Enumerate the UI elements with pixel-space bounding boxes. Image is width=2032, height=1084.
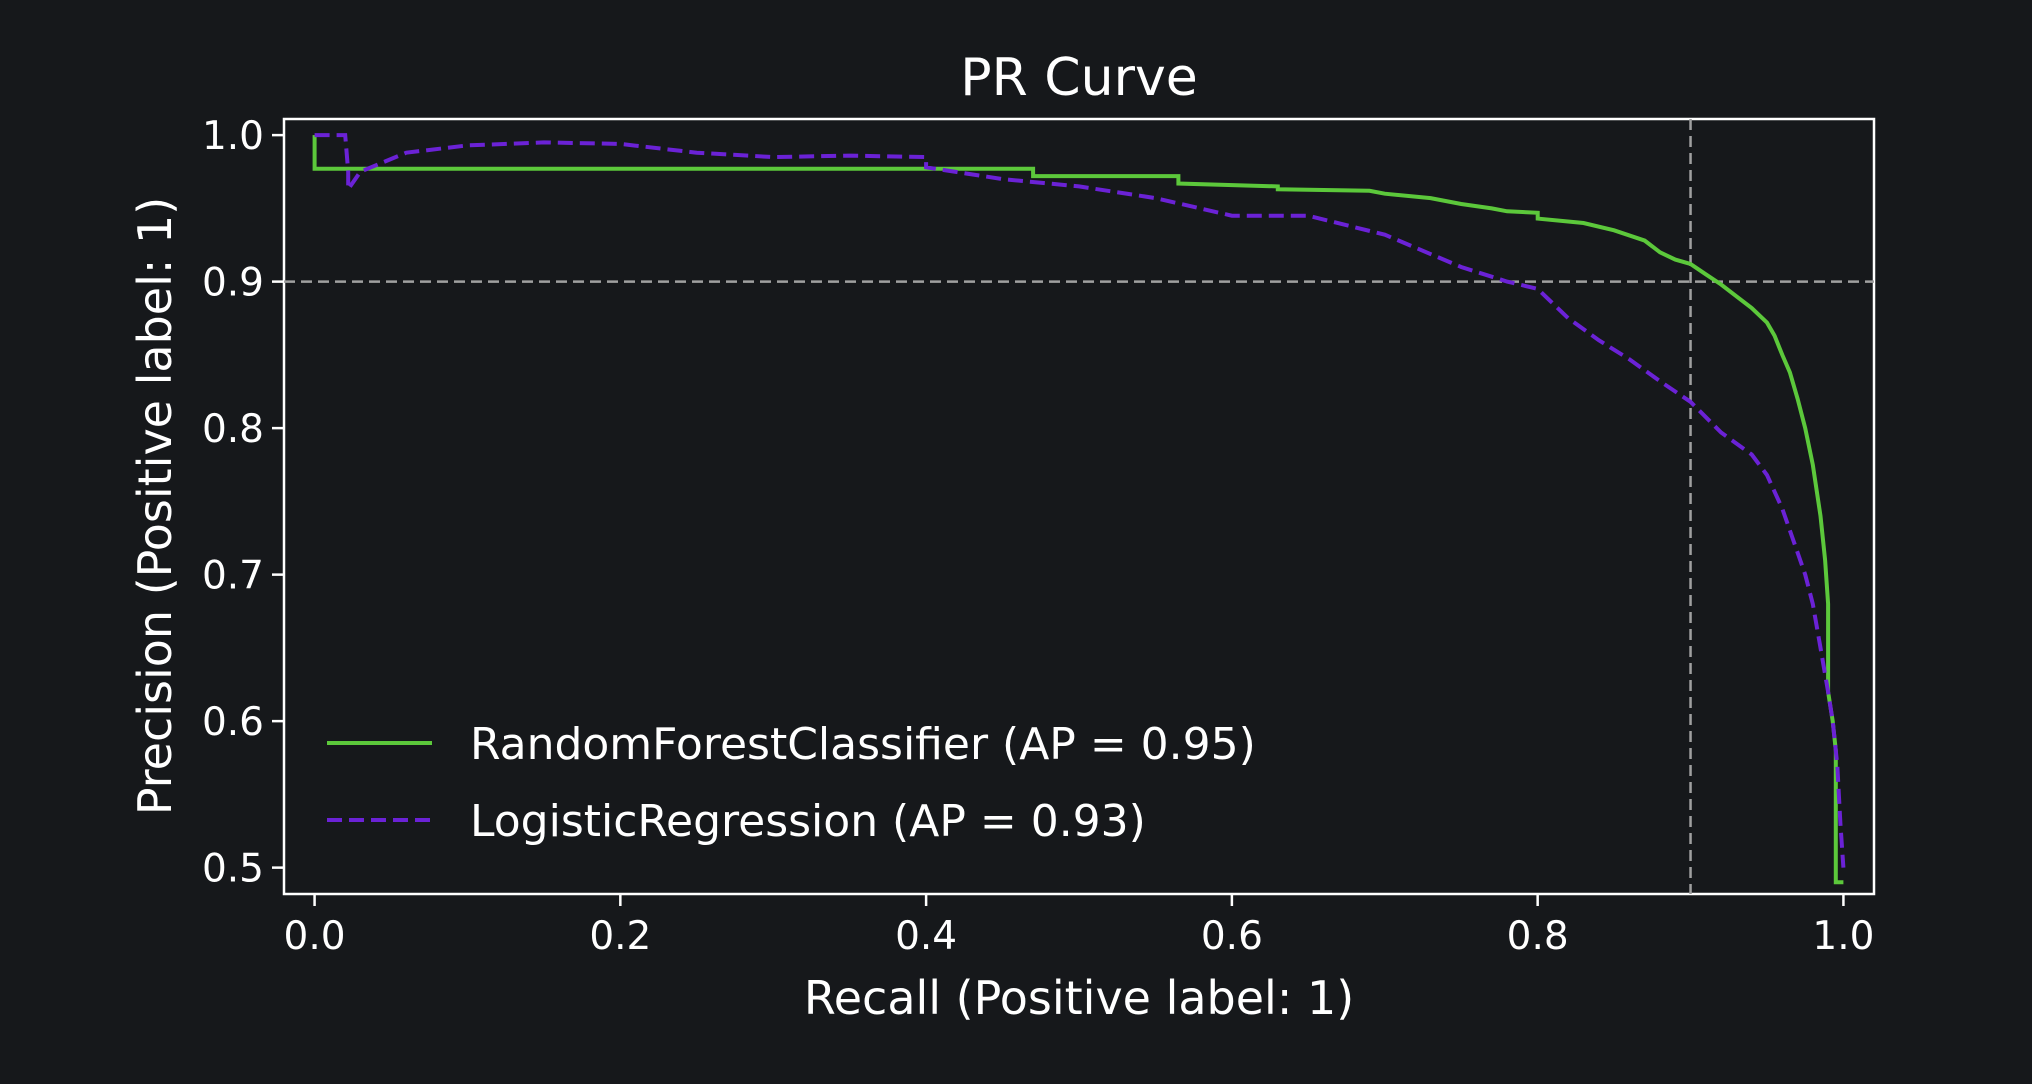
y-tick-label: 0.7 [202, 554, 264, 599]
x-axis-label: Recall (Positive label: 1) [804, 971, 1354, 1025]
series-layer [312, 133, 1846, 885]
legend-label-logisticregression: LogisticRegression (AP = 0.93) [470, 796, 1146, 847]
series-line-logisticregression [314, 133, 1846, 868]
series-line-randomforest [312, 135, 1844, 885]
plot-area-frame [282, 117, 1876, 896]
legend-label-randomforest: RandomForestClassifier (AP = 0.95) [470, 719, 1256, 770]
y-tick-label: 0.8 [202, 407, 264, 452]
x-tick-label: 0.4 [895, 914, 957, 959]
y-tick-label: 0.9 [202, 261, 264, 306]
legend: RandomForestClassifier (AP = 0.95) Logis… [327, 719, 1256, 847]
y-tick-label: 1.0 [202, 114, 264, 159]
y-axis-label: Precision (Positive label: 1) [128, 197, 182, 815]
x-tick-label: 0.8 [1507, 914, 1569, 959]
reference-lines [284, 119, 1874, 894]
x-tick-label: 0.2 [589, 914, 651, 959]
y-tick-label: 0.5 [202, 847, 264, 892]
x-tick-label: 0.6 [1201, 914, 1263, 959]
chart-title: PR Curve [960, 48, 1197, 108]
x-tick-label: 0.0 [284, 914, 346, 959]
y-tick-label: 0.6 [202, 700, 264, 745]
x-tick-label: 1.0 [1812, 914, 1874, 959]
y-axis-ticks: 0.5 0.6 0.7 0.8 0.9 1.0 [202, 114, 284, 892]
x-axis-ticks: 0.0 0.2 0.4 0.6 0.8 1.0 [284, 894, 1874, 959]
